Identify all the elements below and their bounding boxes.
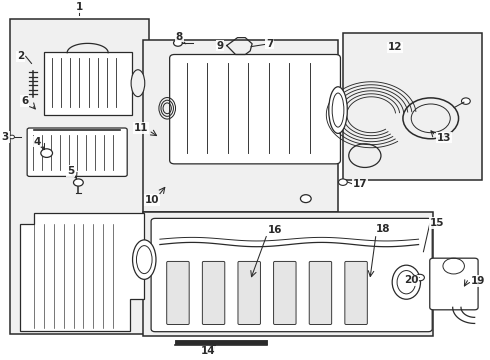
Text: 20: 20: [404, 275, 418, 285]
FancyBboxPatch shape: [170, 54, 341, 164]
Text: 12: 12: [388, 42, 402, 52]
Text: 16: 16: [268, 225, 282, 235]
Text: 6: 6: [21, 96, 28, 106]
FancyBboxPatch shape: [343, 33, 482, 180]
FancyBboxPatch shape: [10, 19, 149, 334]
FancyBboxPatch shape: [44, 51, 132, 115]
FancyBboxPatch shape: [167, 261, 189, 324]
FancyBboxPatch shape: [430, 258, 478, 310]
Text: 9: 9: [217, 41, 223, 50]
FancyBboxPatch shape: [309, 261, 332, 324]
Circle shape: [173, 40, 182, 46]
Text: 3: 3: [1, 132, 9, 142]
Text: 18: 18: [376, 225, 391, 234]
Text: 4: 4: [33, 137, 41, 147]
Ellipse shape: [133, 240, 156, 279]
Ellipse shape: [392, 265, 420, 299]
Text: 15: 15: [430, 218, 444, 228]
Text: 1: 1: [76, 2, 83, 12]
Text: 17: 17: [353, 179, 368, 189]
Text: 14: 14: [201, 346, 216, 356]
Text: 13: 13: [437, 133, 452, 143]
Ellipse shape: [332, 93, 344, 127]
Text: 11: 11: [134, 123, 148, 133]
Circle shape: [339, 179, 347, 185]
FancyBboxPatch shape: [151, 219, 432, 332]
Text: 19: 19: [471, 276, 485, 286]
FancyBboxPatch shape: [143, 40, 338, 212]
Ellipse shape: [136, 246, 152, 274]
FancyBboxPatch shape: [273, 261, 296, 324]
FancyBboxPatch shape: [238, 261, 260, 324]
FancyBboxPatch shape: [27, 128, 127, 176]
Text: 7: 7: [266, 39, 273, 49]
Text: 2: 2: [17, 51, 24, 61]
Circle shape: [416, 274, 424, 281]
FancyBboxPatch shape: [345, 261, 368, 324]
Circle shape: [74, 179, 83, 186]
Text: 8: 8: [176, 32, 183, 41]
Circle shape: [300, 195, 311, 203]
Text: 5: 5: [67, 166, 74, 176]
Text: 10: 10: [145, 195, 159, 205]
Circle shape: [462, 98, 470, 104]
Circle shape: [41, 149, 52, 157]
Polygon shape: [20, 213, 144, 331]
Ellipse shape: [329, 87, 347, 134]
FancyBboxPatch shape: [202, 261, 225, 324]
Circle shape: [10, 135, 15, 139]
Ellipse shape: [397, 271, 416, 294]
Ellipse shape: [131, 70, 145, 96]
FancyBboxPatch shape: [143, 212, 433, 336]
